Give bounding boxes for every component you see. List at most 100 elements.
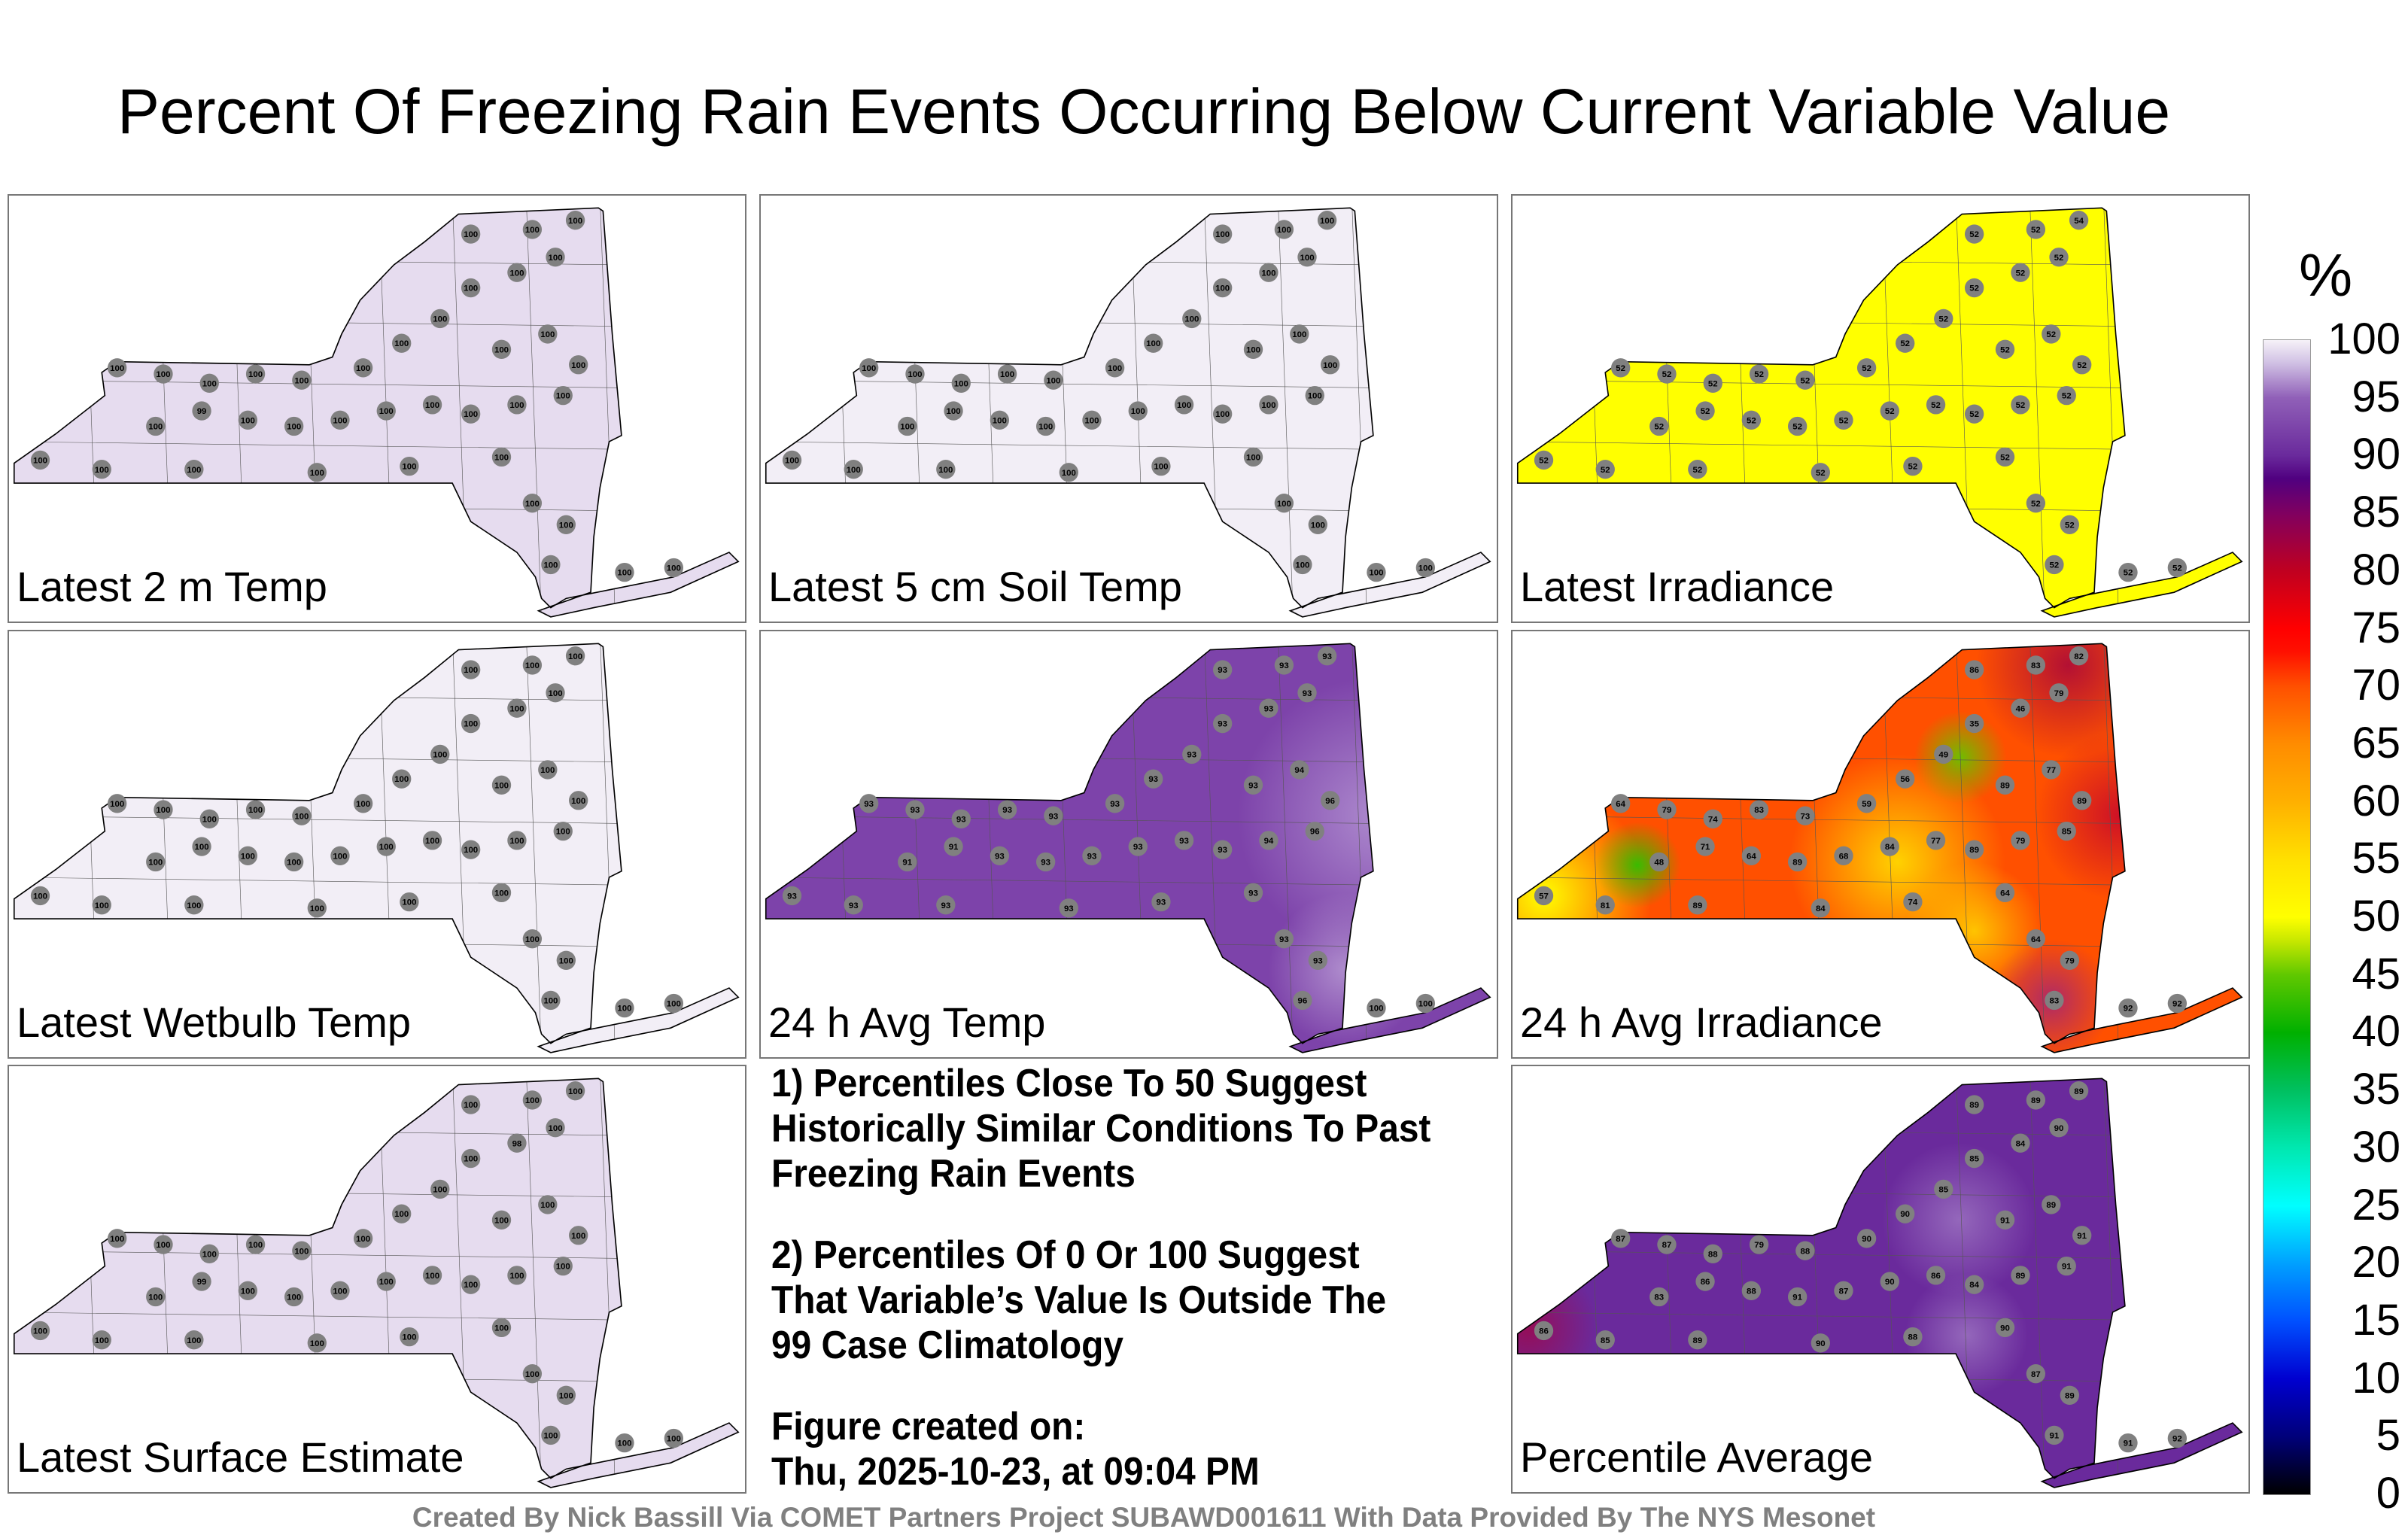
station-marker: 57 — [1534, 886, 1554, 906]
station-value: 85 — [1938, 1186, 1948, 1195]
station-marker: 92 — [2167, 993, 2188, 1014]
station-marker: 100 — [461, 660, 481, 679]
station-marker: 93 — [1059, 898, 1078, 918]
station-marker: 93 — [1044, 806, 1063, 825]
station-marker: 100 — [284, 852, 304, 872]
station-value: 52 — [1931, 401, 1941, 410]
station-marker: 91 — [2118, 1433, 2138, 1453]
station-marker: 84 — [1880, 837, 1899, 856]
station-marker: 100 — [307, 898, 327, 918]
station-marker: 100 — [146, 416, 166, 436]
station-value: 99 — [197, 407, 207, 416]
station-marker: 64 — [1741, 846, 1762, 865]
station-value: 52 — [2016, 269, 2026, 278]
station-value: 100 — [33, 1327, 47, 1336]
station-marker: 100 — [1259, 395, 1278, 415]
station-marker: 100 — [944, 401, 963, 421]
state-fill — [765, 208, 1491, 617]
county-line — [1517, 692, 2242, 703]
station-marker: 93 — [990, 846, 1010, 865]
station-value: 100 — [1146, 339, 1160, 348]
station-value: 52 — [1885, 407, 1895, 416]
station-value: 100 — [187, 466, 201, 475]
station-value: 100 — [310, 469, 324, 478]
station-value: 89 — [2065, 1391, 2075, 1400]
station-value: 52 — [2016, 401, 2026, 410]
station-value: 90 — [2000, 1324, 2010, 1333]
station-value: 100 — [548, 1124, 562, 1133]
station-value: 52 — [1969, 284, 1979, 293]
station-value: 100 — [1177, 401, 1191, 410]
station-value: 100 — [617, 1439, 631, 1448]
station-marker: 100 — [491, 775, 512, 795]
station-marker: 100 — [1293, 555, 1312, 575]
station-marker: 52 — [1703, 373, 1722, 393]
station-value: 93 — [1279, 935, 1289, 944]
county-line — [14, 1127, 739, 1138]
station-marker: 93 — [1182, 744, 1202, 764]
station-marker: 93 — [1105, 794, 1125, 813]
station-marker: 93 — [1317, 646, 1337, 666]
station-value: 48 — [1654, 859, 1664, 868]
station-value: 86 — [1701, 1278, 1710, 1287]
station-value: 100 — [402, 463, 416, 472]
station-value: 52 — [1692, 466, 1702, 475]
station-marker: 100 — [376, 401, 396, 421]
station-marker: 88 — [1795, 1241, 1815, 1260]
station-value: 100 — [333, 852, 347, 861]
shading-blob — [1882, 1143, 2036, 1297]
station-marker: 100 — [553, 1256, 573, 1276]
station-marker: 100 — [108, 1229, 127, 1248]
station-marker: 100 — [199, 809, 219, 828]
state-outline — [765, 207, 1491, 618]
station-marker: 100 — [522, 1090, 543, 1110]
station-marker: 87 — [1834, 1281, 1853, 1300]
station-value: 100 — [571, 361, 585, 370]
station-value: 100 — [425, 401, 439, 410]
station-marker: 79 — [2011, 831, 2030, 850]
station-marker: 52 — [2057, 385, 2076, 406]
station-value: 100 — [202, 379, 217, 388]
station-value: 90 — [1900, 1210, 1910, 1219]
station-value: 100 — [494, 1324, 509, 1333]
county-line — [14, 257, 739, 267]
station-value: 88 — [1708, 1250, 1718, 1259]
station-marker: 52 — [1964, 278, 1984, 298]
station-marker: 86 — [1926, 1266, 1946, 1285]
station-marker: 99 — [192, 401, 211, 421]
station-value: 100 — [1323, 361, 1337, 370]
station-marker: 98 — [507, 1133, 527, 1153]
station-marker: 100 — [1035, 416, 1056, 436]
station-marker: 100 — [108, 794, 127, 813]
station-value: 100 — [95, 1336, 109, 1345]
ny-map: 100 100 100 100 100 100 100 100 100 100 100 100 100 1… — [765, 207, 1491, 618]
station-marker: 88 — [1703, 1244, 1722, 1263]
station-marker: 74 — [1903, 892, 1923, 912]
station-marker: 52 — [1934, 309, 1953, 329]
station-marker: 93 — [951, 809, 971, 828]
county-line — [2029, 1078, 2045, 1488]
station-value: 100 — [1246, 453, 1260, 462]
station-marker: 93 — [1035, 852, 1056, 872]
station-marker: 82 — [2069, 646, 2089, 666]
station-value: 89 — [2031, 1096, 2041, 1105]
station-value: 93 — [1087, 852, 1097, 861]
station-value: 100 — [356, 364, 370, 373]
station-marker: 100 — [430, 744, 450, 764]
station-marker: 89 — [2072, 791, 2092, 810]
station-marker: 100 — [565, 646, 585, 666]
station-value: 100 — [1184, 315, 1199, 324]
station-value: 52 — [1908, 463, 1918, 472]
station-value: 100 — [464, 720, 478, 729]
station-value: 90 — [2054, 1124, 2064, 1133]
station-value: 52 — [1862, 364, 1871, 373]
station-marker: 89 — [2042, 1195, 2061, 1214]
station-marker: 46 — [2011, 698, 2030, 718]
station-value: 84 — [1969, 1281, 1979, 1290]
station-value: 89 — [1969, 1101, 1979, 1110]
panel-label: Percentile Average — [1520, 1433, 1874, 1481]
county-line — [765, 692, 1491, 703]
station-value: 52 — [2050, 561, 2060, 570]
station-marker: 100 — [1212, 404, 1233, 424]
station-value: 100 — [1369, 1005, 1383, 1014]
